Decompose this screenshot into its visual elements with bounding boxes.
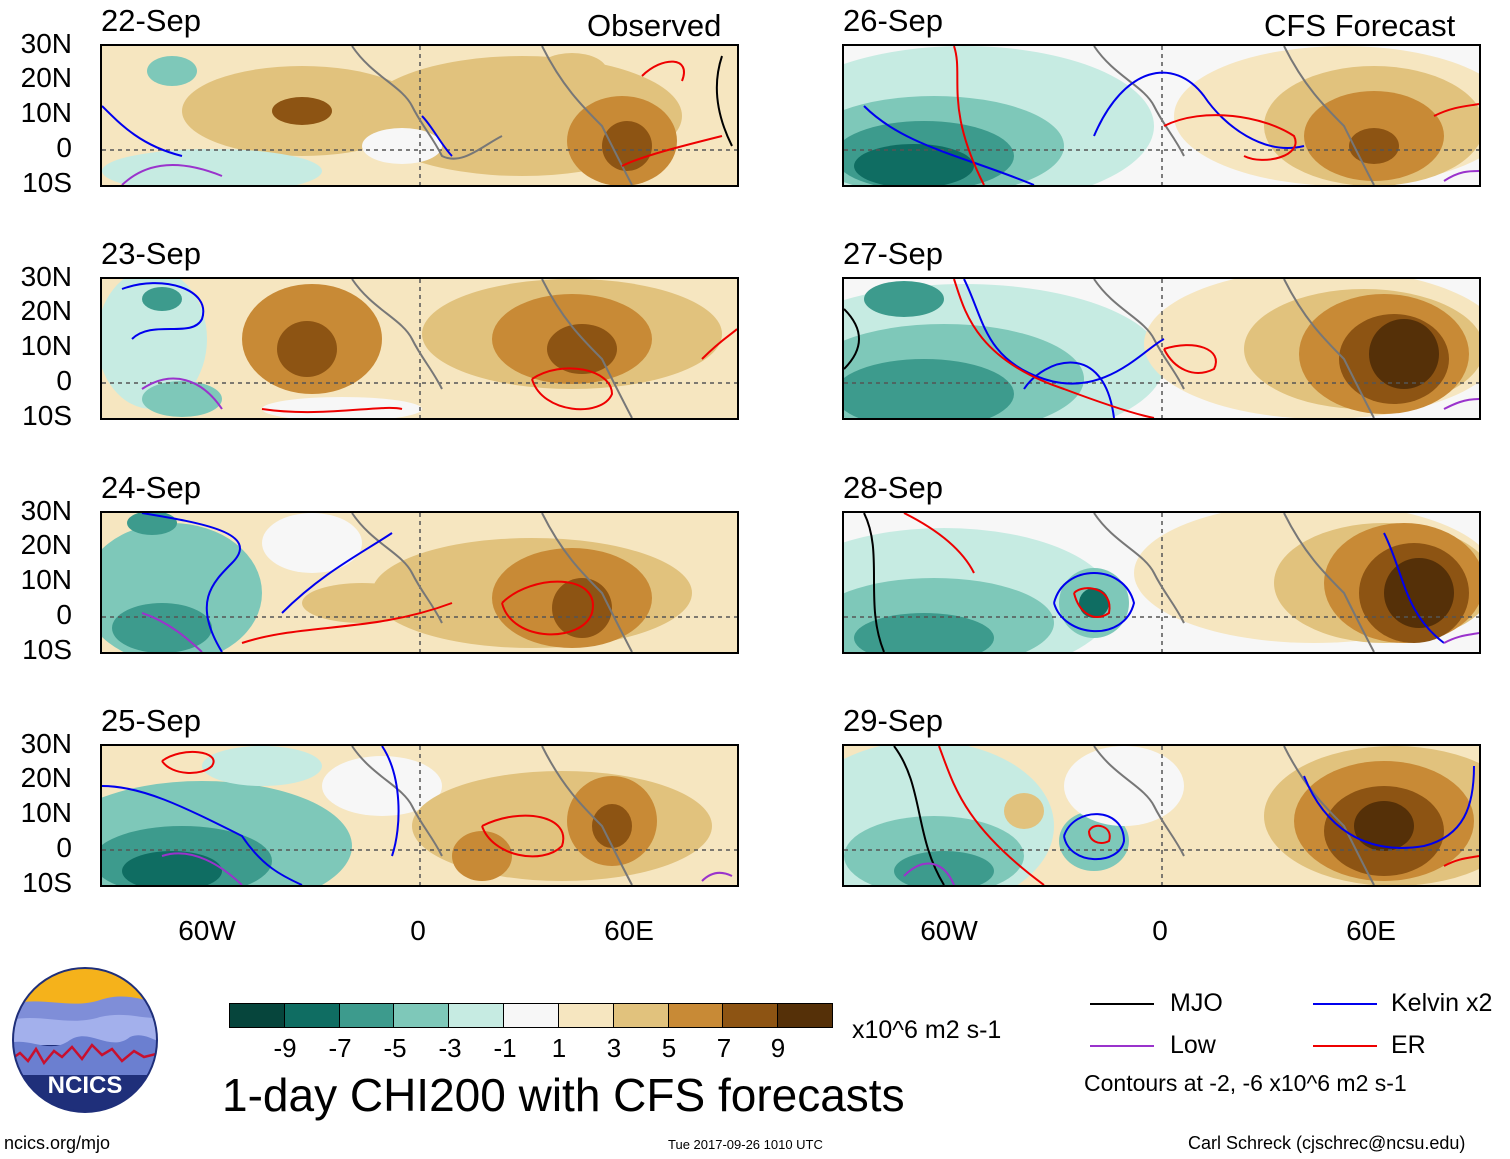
lat-label: 0: [56, 365, 72, 396]
lat-label: 10S: [22, 167, 72, 198]
legend-line-mjo: [1090, 1003, 1154, 1005]
lon-label: 60E: [1346, 915, 1396, 946]
legend-label-mjo: MJO: [1170, 989, 1223, 1017]
map-plot: [842, 44, 1481, 187]
lon-label: 60W: [178, 915, 236, 946]
colorbar-label: -7: [328, 1033, 352, 1063]
colorbar-swatch: [449, 1004, 505, 1027]
colorbar-label: 7: [716, 1033, 732, 1063]
panel-date: 22-Sep: [101, 3, 201, 38]
colorbar-label: -1: [493, 1033, 517, 1063]
panel-date: 26-Sep: [843, 3, 943, 38]
lon-label: 60E: [604, 915, 654, 946]
colorbar-swatch: [558, 1004, 614, 1027]
cfs-forecast-title: CFS Forecast: [1264, 8, 1456, 43]
lat-label: 30N: [20, 728, 72, 759]
lat-label: 20N: [20, 62, 72, 93]
legend-label-er: ER: [1391, 1031, 1426, 1059]
lon-label: 60W: [920, 915, 978, 946]
map-plot: [100, 277, 739, 420]
lat-label: 20N: [20, 295, 72, 326]
lon-label: 0: [410, 915, 426, 946]
lat-label: 10S: [22, 634, 72, 665]
colorbar-units: x10^6 m2 s-1: [852, 1016, 1002, 1044]
legend-label-kelvin: Kelvin x2: [1391, 989, 1493, 1017]
panel-date: 23-Sep: [101, 236, 201, 271]
footer-site: ncics.org/mjo: [4, 1133, 111, 1153]
colorbar-swatch: [284, 1004, 340, 1027]
legend-note: Contours at -2, -6 x10^6 m2 s-1: [1084, 1070, 1407, 1096]
map-plot: [842, 277, 1481, 420]
ncics-logo: NCICS: [10, 965, 160, 1115]
lat-label: 10N: [20, 330, 72, 361]
colorbar-label: 9: [770, 1033, 786, 1063]
observed-title: Observed: [587, 8, 722, 43]
colorbar-swatch: [778, 1004, 832, 1027]
logo-text: NCICS: [48, 1072, 123, 1099]
colorbar-swatch: [723, 1004, 779, 1027]
panel-date: 25-Sep: [101, 703, 201, 738]
lat-label: 10N: [20, 97, 72, 128]
lat-label: 30N: [20, 261, 72, 292]
colorbar-swatch: [613, 1004, 669, 1027]
footer-credit: Carl Schreck (cjschrec@ncsu.edu): [1188, 1133, 1466, 1153]
legend-line-er: [1313, 1045, 1377, 1047]
colorbar-swatch: [504, 1004, 559, 1027]
lat-label: 30N: [20, 495, 72, 526]
lat-label: 10N: [20, 564, 72, 595]
lat-label: 20N: [20, 529, 72, 560]
colorbar-label: -3: [438, 1033, 462, 1063]
map-plot: [100, 511, 739, 654]
colorbar-swatch: [230, 1004, 285, 1027]
colorbar: [229, 1003, 833, 1028]
colorbar-label: 1: [551, 1033, 567, 1063]
colorbar-label: 3: [606, 1033, 622, 1063]
lat-label: 0: [56, 599, 72, 630]
lat-label: 10S: [22, 400, 72, 431]
lon-label: 0: [1152, 915, 1168, 946]
colorbar-swatch: [339, 1004, 395, 1027]
colorbar-swatch: [668, 1004, 724, 1027]
map-plot: [100, 744, 739, 887]
map-plot: [842, 511, 1481, 654]
colorbar-label: -5: [383, 1033, 407, 1063]
lat-label: 10S: [22, 867, 72, 898]
legend-line-low: [1090, 1045, 1154, 1047]
panel-date: 29-Sep: [843, 703, 943, 738]
legend-line-kelvin: [1313, 1003, 1377, 1005]
lat-label: 0: [56, 832, 72, 863]
panel-date: 24-Sep: [101, 470, 201, 505]
colorbar-swatch: [394, 1004, 450, 1027]
lat-label: 20N: [20, 762, 72, 793]
colorbar-label: -9: [273, 1033, 297, 1063]
map-plot: [100, 44, 739, 187]
lat-label: 0: [56, 132, 72, 163]
legend-label-low: Low: [1170, 1031, 1216, 1059]
panel-date: 28-Sep: [843, 470, 943, 505]
panel-date: 27-Sep: [843, 236, 943, 271]
footer-timestamp: Tue 2017-09-26 1010 UTC: [668, 1137, 823, 1152]
main-title: 1-day CHI200 with CFS forecasts: [222, 1069, 905, 1121]
lat-label: 30N: [20, 28, 72, 59]
lat-label: 10N: [20, 797, 72, 828]
colorbar-label: 5: [661, 1033, 677, 1063]
map-plot: [842, 744, 1481, 887]
